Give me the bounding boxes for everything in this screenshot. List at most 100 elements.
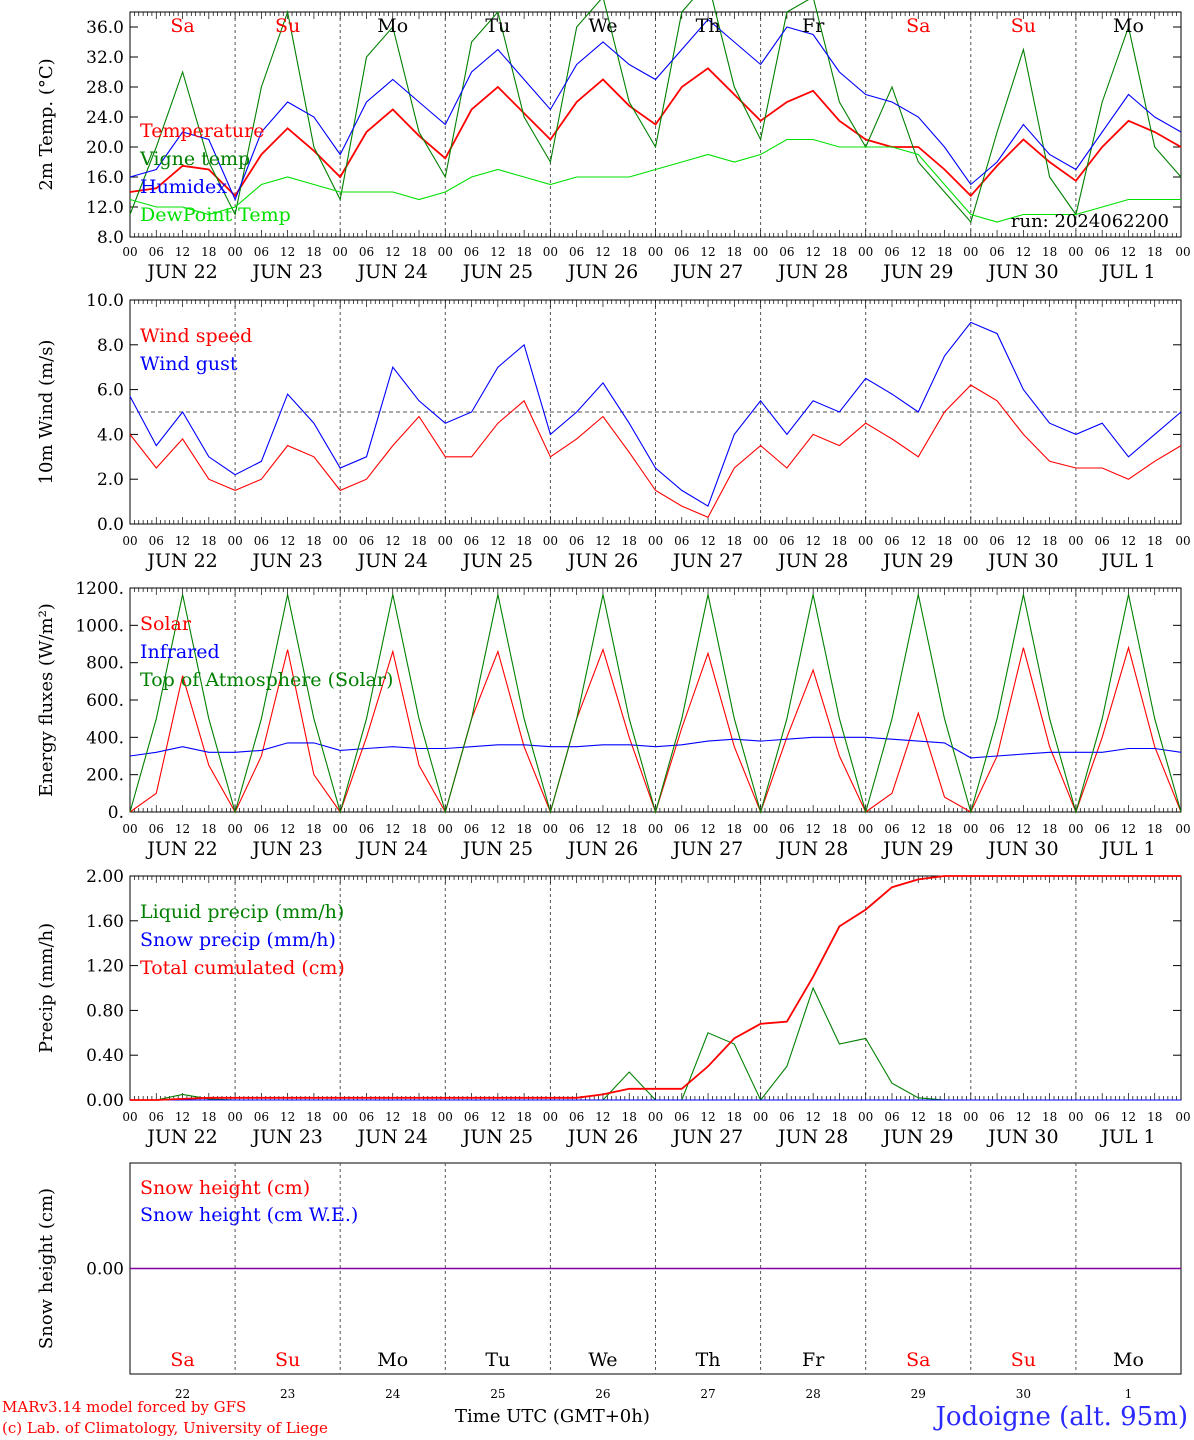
hour-tick-label: 06: [359, 822, 374, 836]
series-line: [129, 321, 1182, 507]
hour-tick-label: 06: [464, 245, 479, 259]
hour-tick-label: 00: [543, 534, 558, 548]
hour-tick-label: 12: [700, 1110, 715, 1124]
hour-tick-label: 00: [753, 534, 768, 548]
hour-tick-label: 18: [1042, 822, 1057, 836]
day-number-label: 1: [1125, 1387, 1133, 1401]
series-line: [129, 67, 1182, 198]
hour-tick-label: 18: [727, 1110, 742, 1124]
weekday-label: Th: [696, 15, 721, 37]
y-tick-label: 6.0: [97, 381, 124, 401]
hour-tick-label: 12: [385, 534, 400, 548]
hour-tick-label: 00: [1175, 245, 1190, 259]
hour-tick-label: 00: [753, 822, 768, 836]
date-label: JUN 22: [145, 1126, 217, 1148]
date-label: JUN 27: [671, 550, 743, 572]
date-label: JUN 24: [356, 550, 428, 572]
date-label: JUN 24: [356, 261, 428, 283]
hour-tick-label: 18: [306, 534, 321, 548]
date-label: JUN 30: [986, 550, 1058, 572]
y-tick-label: 12.0: [86, 198, 124, 218]
panel-1: 8.0 12.0 16.0 20.0 24.0 28.0 32.0 36.0 2m Temp. …: [36, 0, 1191, 283]
hour-tick-label: 18: [201, 822, 216, 836]
y-tick-label: 1000.: [75, 616, 124, 636]
legend-entry: Humidex: [140, 176, 227, 198]
hour-tick-label: 18: [832, 245, 847, 259]
hour-tick-label: 06: [989, 822, 1004, 836]
hour-tick-label: 18: [622, 245, 637, 259]
hour-tick-label: 18: [201, 1110, 216, 1124]
hour-tick-label: 06: [254, 1110, 269, 1124]
hour-tick-label: 12: [175, 822, 190, 836]
legend-entry: Wind gust: [140, 353, 238, 375]
hour-tick-label: 12: [806, 822, 821, 836]
hour-tick-label: 18: [516, 1110, 531, 1124]
hour-tick-label: 06: [1095, 822, 1110, 836]
date-label: JUN 29: [881, 1126, 953, 1148]
day-number-label: 23: [280, 1387, 295, 1401]
hour-tick-label: 00: [227, 1110, 242, 1124]
hour-tick-label: 00: [543, 1110, 558, 1124]
date-label: JUN 22: [145, 550, 217, 572]
date-label: JUN 26: [566, 550, 638, 572]
date-label: JUN 22: [145, 838, 217, 860]
hour-tick-label: 18: [516, 534, 531, 548]
hour-tick-label: 12: [806, 534, 821, 548]
date-label: JUN 25: [461, 1126, 533, 1148]
y-tick-label: 1.20: [86, 957, 124, 977]
date-label: JUL 1: [1099, 1126, 1155, 1148]
hour-tick-label: 06: [359, 534, 374, 548]
date-label: JUN 27: [671, 1126, 743, 1148]
hour-tick-label: 00: [438, 245, 453, 259]
hour-tick-label: 18: [1042, 245, 1057, 259]
y-tick-label: 1200.: [75, 579, 124, 599]
date-label: JUN 29: [881, 838, 953, 860]
hour-tick-label: 18: [832, 822, 847, 836]
hour-tick-label: 06: [149, 534, 164, 548]
plot-frame: [129, 587, 1182, 813]
weekday-label: Mo: [377, 15, 408, 37]
y-tick-label: 2.0: [97, 470, 124, 490]
date-label: JUN 28: [776, 550, 848, 572]
date-label: JUN 27: [671, 838, 743, 860]
series-line: [130, 875, 1181, 1101]
station-name: Jodoigne (alt. 95m): [935, 1402, 1188, 1432]
date-label: JUN 26: [566, 261, 638, 283]
y-tick-label: 32.0: [86, 48, 124, 68]
hour-tick-label: 00: [227, 245, 242, 259]
hour-tick-label: 00: [648, 534, 663, 548]
hour-tick-label: 12: [806, 1110, 821, 1124]
hour-tick-label: 12: [280, 245, 295, 259]
date-label: JUN 28: [776, 1126, 848, 1148]
hour-tick-label: 06: [989, 1110, 1004, 1124]
hour-tick-label: 00: [122, 1110, 137, 1124]
hour-tick-label: 00: [1175, 534, 1190, 548]
hour-tick-label: 12: [1121, 534, 1136, 548]
hour-tick-label: 18: [937, 1110, 952, 1124]
weekday-label: Su: [1011, 1349, 1036, 1371]
hour-tick-label: 00: [122, 534, 137, 548]
y-tick-label: 24.0: [86, 108, 124, 128]
y-tick-label: 28.0: [86, 78, 124, 98]
hour-tick-label: 18: [411, 822, 426, 836]
hour-tick-label: 06: [359, 1110, 374, 1124]
hour-tick-label: 00: [227, 534, 242, 548]
hour-tick-label: 12: [595, 534, 610, 548]
hour-tick-label: 00: [858, 534, 873, 548]
date-label: JUL 1: [1099, 261, 1155, 283]
hour-tick-label: 12: [595, 1110, 610, 1124]
hour-tick-label: 18: [411, 245, 426, 259]
weekday-label: Th: [696, 1349, 721, 1371]
hour-tick-label: 12: [490, 1110, 505, 1124]
legend-entry: Snow precip (mm/h): [140, 929, 336, 951]
hour-tick-label: 00: [858, 1110, 873, 1124]
date-label: JUL 1: [1099, 550, 1155, 572]
hour-tick-label: 18: [1147, 534, 1162, 548]
date-label: JUN 23: [250, 261, 322, 283]
day-number-label: 30: [1016, 1387, 1031, 1401]
hour-tick-label: 06: [149, 1110, 164, 1124]
date-label: JUN 24: [356, 1126, 428, 1148]
hour-tick-label: 18: [306, 1110, 321, 1124]
hour-tick-label: 06: [569, 534, 584, 548]
